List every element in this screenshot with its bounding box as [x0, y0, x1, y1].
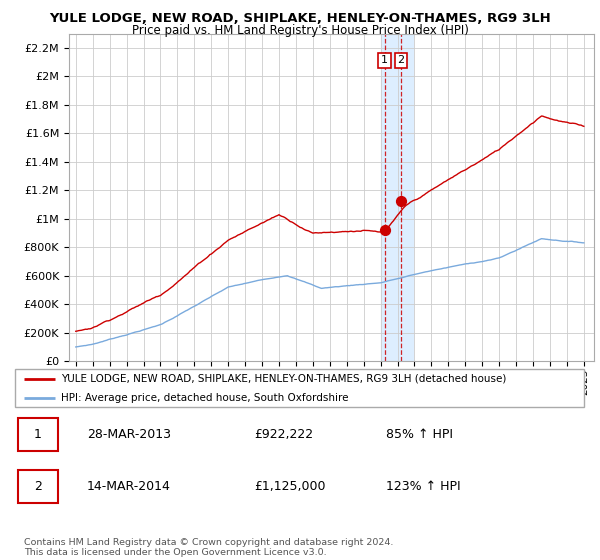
- Point: [396, 197, 406, 206]
- Text: 1: 1: [34, 428, 42, 441]
- Text: 2: 2: [397, 55, 404, 66]
- Text: 14-MAR-2014: 14-MAR-2014: [87, 480, 171, 493]
- Text: HPI: Average price, detached house, South Oxfordshire: HPI: Average price, detached house, Sout…: [61, 393, 349, 403]
- Text: Price paid vs. HM Land Registry's House Price Index (HPI): Price paid vs. HM Land Registry's House …: [131, 24, 469, 36]
- Text: YULE LODGE, NEW ROAD, SHIPLAKE, HENLEY-ON-THAMES, RG9 3LH: YULE LODGE, NEW ROAD, SHIPLAKE, HENLEY-O…: [49, 12, 551, 25]
- FancyBboxPatch shape: [18, 470, 58, 503]
- Text: £922,222: £922,222: [254, 428, 313, 441]
- Text: YULE LODGE, NEW ROAD, SHIPLAKE, HENLEY-ON-THAMES, RG9 3LH (detached house): YULE LODGE, NEW ROAD, SHIPLAKE, HENLEY-O…: [61, 374, 506, 384]
- Text: 2: 2: [34, 480, 42, 493]
- Text: £1,125,000: £1,125,000: [254, 480, 325, 493]
- Text: 28-MAR-2013: 28-MAR-2013: [87, 428, 171, 441]
- Point: [380, 225, 389, 234]
- Text: 1: 1: [381, 55, 388, 66]
- FancyBboxPatch shape: [18, 418, 58, 451]
- Text: 85% ↑ HPI: 85% ↑ HPI: [386, 428, 454, 441]
- Text: Contains HM Land Registry data © Crown copyright and database right 2024.
This d: Contains HM Land Registry data © Crown c…: [24, 538, 394, 557]
- FancyBboxPatch shape: [15, 369, 584, 407]
- Text: 123% ↑ HPI: 123% ↑ HPI: [386, 480, 461, 493]
- Bar: [380, 34, 413, 361]
